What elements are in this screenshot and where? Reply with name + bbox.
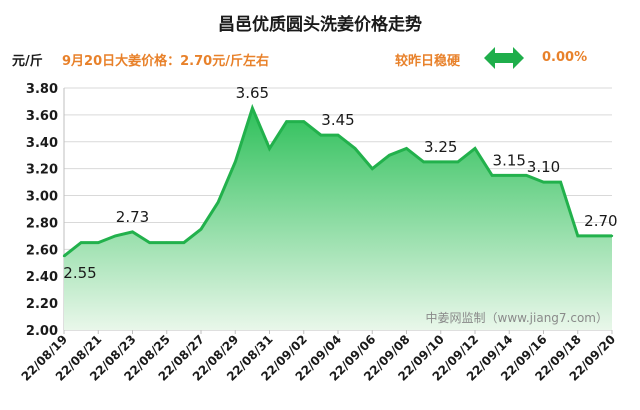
data-point [199,227,203,231]
data-point [576,234,579,238]
data-point [490,174,494,177]
y-tick-label: 3.40 [26,136,58,151]
y-tick-label: 2.00 [26,324,58,339]
data-point [182,241,186,244]
y-axis-ticks: 2.00 2.20 2.40 2.60 2.80 3.00 3.20 3.40 3.60 3.80 [26,82,58,339]
x-axis-ticks: 22/08/1922/08/2122/08/2322/08/2522/08/27… [19,330,618,384]
data-point [251,106,254,110]
data-point [302,120,305,123]
price-area [64,108,612,330]
data-point [593,234,597,238]
data-point [268,147,271,150]
y-tick-label: 2.20 [26,297,58,312]
data-point [559,180,562,184]
data-point [114,234,117,238]
data-label: 2.70 [584,212,617,230]
y-tick-label: 3.60 [26,109,58,124]
data-point [610,234,614,238]
data-point [473,147,477,150]
data-label: 3.45 [321,111,354,129]
data-point [216,201,220,204]
data-point [165,241,168,244]
data-label: 3.65 [236,84,269,102]
data-point [285,120,288,123]
double-arrow-icon [484,47,524,69]
data-point [405,147,408,150]
data-point [525,174,528,177]
data-point [97,241,100,244]
data-point [131,230,134,234]
data-label: 3.10 [527,158,560,176]
watermark: 中姜网监制（www.jiang7.com） [426,310,608,325]
data-points [62,106,614,258]
data-point [319,133,323,137]
data-label: 2.73 [116,208,149,226]
y-axis-unit: 元/斤 [12,54,43,69]
chart-title: 昌邑优质圆头洗姜价格走势 [218,15,422,35]
data-labels: 2.55 2.73 3.65 3.45 3.25 3.15 3.10 2.70 [63,84,617,282]
data-point [62,254,66,258]
change-value: 0.00% [542,50,588,65]
y-tick-label: 2.80 [26,216,58,231]
data-point [371,167,374,170]
change-label: 较昨日稳硬 [395,54,461,69]
data-label: 3.25 [424,138,457,156]
y-tick-label: 3.20 [26,163,58,178]
price-note: 9月20日大姜价格：2.70元/斤左右 [62,54,269,69]
data-point [388,154,391,157]
data-point [353,147,357,150]
y-tick-label: 2.40 [26,270,58,285]
y-tick-label: 3.00 [26,190,58,205]
data-label: 3.15 [493,151,526,169]
data-point [234,160,237,164]
data-label: 2.55 [63,264,96,282]
data-point [422,160,425,164]
data-point [336,133,340,137]
data-point [439,160,442,164]
data-point [79,241,83,244]
data-point [456,160,460,164]
data-point [148,241,151,244]
y-tick-label: 3.80 [26,82,58,97]
y-tick-label: 2.60 [26,243,58,258]
data-point [542,180,545,184]
data-point [508,174,511,177]
